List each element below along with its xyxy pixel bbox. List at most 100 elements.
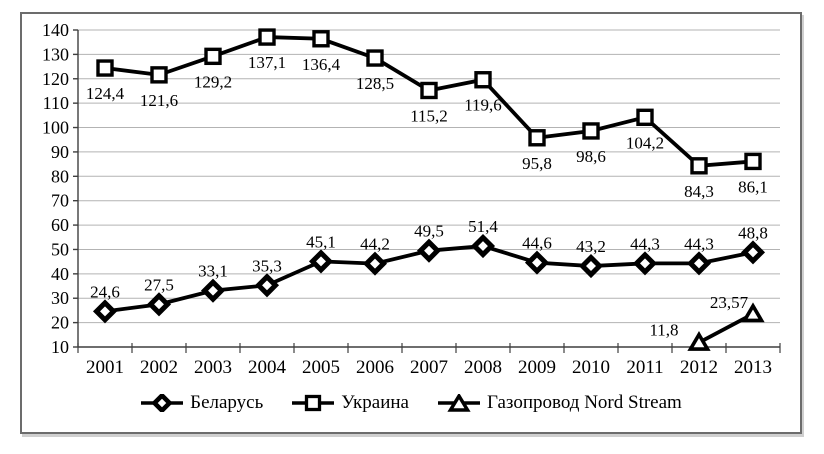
diamond-marker — [146, 292, 172, 317]
y-tick-label: 130 — [42, 44, 69, 64]
data-label: 27,5 — [144, 275, 174, 294]
square-marker — [582, 122, 600, 140]
square-marker — [258, 28, 276, 46]
x-axis-labels: 2001 2002 2003 2004 2005 2006 2007 2008 2009 2010… — [86, 357, 772, 378]
series-2: 11,8 23,57 — [649, 293, 765, 351]
data-label: 119,6 — [464, 96, 502, 115]
y-tick-label: 30 — [51, 288, 69, 308]
data-label: 49,5 — [414, 222, 444, 241]
legend-diamond-icon — [141, 394, 184, 412]
data-label: 129,2 — [194, 72, 232, 91]
data-label: 44,6 — [522, 234, 552, 253]
data-label: 115,2 — [410, 106, 448, 125]
data-label: 44,3 — [684, 234, 714, 253]
x-tick-label: 2007 — [410, 357, 448, 378]
legend-square-icon — [292, 394, 335, 412]
x-tick-label: 2006 — [356, 357, 394, 378]
y-tick-label: 50 — [51, 239, 69, 259]
series-1: 124,4 121,6 129,2 137,1 136,4 128,5 115,2 119,6… — [86, 28, 768, 201]
legend-label-belarus: Беларусь — [190, 392, 264, 413]
diamond-marker — [254, 273, 280, 298]
y-tick-label: 80 — [51, 166, 69, 186]
y-tick-label: 70 — [51, 191, 69, 211]
diamond-marker — [92, 299, 118, 324]
diamond-marker — [308, 249, 334, 274]
line-chart-canvas: 10 20 30 40 50 60 70 80 90 100 110 120 130 140 2001 200… — [42, 20, 781, 378]
legend-triangle-icon — [437, 394, 480, 412]
legend-item-ukraine: Украина — [291, 392, 409, 414]
data-label: 137,1 — [248, 53, 286, 72]
data-label: 98,6 — [576, 147, 606, 166]
y-tick-label: 10 — [51, 337, 69, 357]
chart-legend: Беларусь Украина Газопровод Nord Stream — [22, 392, 800, 414]
data-label: 51,4 — [468, 217, 498, 236]
square-marker — [150, 66, 168, 84]
data-label: 43,2 — [576, 237, 606, 256]
x-tick-label: 2002 — [140, 357, 178, 378]
data-label: 44,3 — [630, 234, 660, 253]
diamond-marker — [470, 234, 496, 259]
data-label: 24,6 — [90, 282, 120, 301]
y-tick-label: 40 — [51, 264, 69, 284]
diamond-marker — [632, 251, 658, 276]
x-tick-label: 2013 — [734, 357, 772, 378]
data-label: 45,1 — [306, 232, 336, 251]
legend-item-nord-stream: Газопровод Nord Stream — [437, 392, 682, 414]
x-tick-label: 2001 — [86, 357, 124, 378]
data-label: 121,6 — [140, 91, 178, 110]
data-label: 44,2 — [360, 235, 390, 254]
square-marker — [690, 157, 708, 175]
square-marker — [204, 47, 222, 66]
y-axis-labels: 10 20 30 40 50 60 70 80 90 100 110 120 130 140 — [42, 20, 69, 357]
data-label: 35,3 — [252, 256, 282, 275]
chart-frame: 10 20 30 40 50 60 70 80 90 100 110 120 130 140 2001 200… — [20, 12, 802, 434]
square-marker — [366, 49, 384, 67]
diamond-marker — [578, 254, 604, 279]
data-label: 136,4 — [302, 55, 341, 74]
axis-ticks — [73, 29, 781, 353]
series-0: 24,6 27,5 33,1 35,3 45,1 44,2 49,5 51,4 44,6 43,2… — [90, 217, 768, 324]
square-marker — [96, 59, 114, 77]
x-tick-label: 2004 — [248, 357, 287, 378]
data-label: 95,8 — [522, 154, 552, 173]
x-tick-label: 2009 — [518, 357, 556, 378]
y-tick-label: 110 — [43, 93, 69, 113]
diamond-marker — [362, 251, 388, 276]
y-tick-label: 90 — [51, 142, 69, 162]
square-marker — [636, 108, 654, 126]
data-label: 48,8 — [738, 223, 768, 242]
diamond-marker — [416, 238, 442, 263]
square-marker — [528, 129, 546, 147]
data-label: 104,2 — [626, 133, 664, 152]
data-label: 23,57 — [710, 293, 749, 312]
triangle-marker — [741, 302, 765, 323]
x-tick-label: 2012 — [680, 357, 718, 378]
y-tick-label: 140 — [42, 20, 69, 40]
data-label: 11,8 — [649, 321, 678, 340]
data-label: 124,4 — [86, 84, 125, 103]
square-marker — [312, 30, 330, 48]
y-tick-label: 60 — [51, 215, 69, 235]
square-marker — [744, 152, 762, 171]
data-label: 84,3 — [684, 182, 714, 201]
data-label: 33,1 — [198, 262, 228, 281]
square-marker — [474, 71, 492, 89]
y-tick-label: 120 — [42, 69, 69, 89]
data-label: 128,5 — [356, 74, 394, 93]
legend-label-ukraine: Украина — [341, 392, 409, 413]
square-marker — [420, 81, 438, 100]
x-tick-label: 2011 — [626, 357, 663, 378]
diamond-marker — [200, 278, 226, 303]
legend-item-belarus: Беларусь — [140, 392, 263, 414]
diamond-marker — [686, 251, 712, 276]
y-tick-label: 100 — [42, 118, 69, 138]
triangle-marker — [687, 331, 711, 351]
data-label: 86,1 — [738, 177, 768, 196]
x-tick-label: 2010 — [572, 357, 610, 378]
axes — [77, 30, 780, 348]
y-tick-label: 20 — [51, 313, 69, 333]
x-tick-label: 2003 — [194, 357, 232, 378]
legend-label-nord-stream: Газопровод Nord Stream — [486, 392, 682, 413]
diamond-marker — [740, 240, 766, 265]
